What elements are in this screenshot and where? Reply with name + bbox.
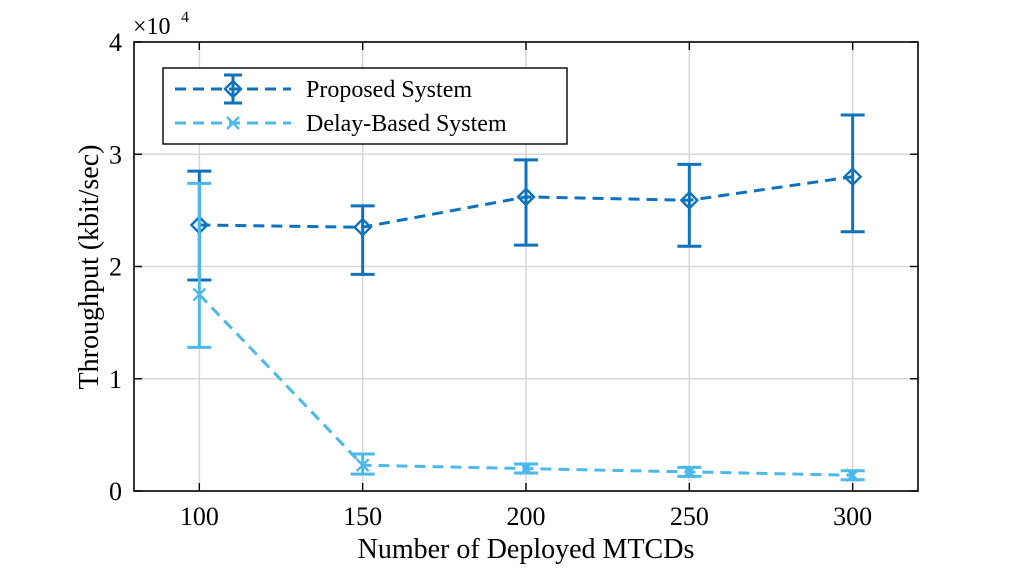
legend-box bbox=[162, 67, 568, 145]
y-tick-label: 3 bbox=[109, 140, 122, 169]
y-multiplier-exponent: 4 bbox=[181, 9, 189, 26]
y-multiplier-base: ×10 bbox=[133, 14, 171, 40]
x-tick-label: 150 bbox=[343, 502, 382, 531]
x-marker bbox=[682, 465, 697, 479]
y-tick-label: 0 bbox=[109, 477, 122, 506]
y-tick-label: 4 bbox=[109, 28, 122, 57]
x-marker-stroke bbox=[682, 465, 697, 479]
x-marker bbox=[519, 461, 533, 476]
x-marker-stroke bbox=[226, 116, 240, 130]
series-line bbox=[199, 175, 853, 229]
axis-ticks: 100 150 200 250 300 0 1 2 3 4 bbox=[109, 28, 918, 531]
x-marker bbox=[192, 287, 207, 302]
x-tick-label: 300 bbox=[833, 502, 872, 531]
x-marker bbox=[355, 458, 370, 473]
x-tick-label: 250 bbox=[670, 502, 709, 531]
x-tick-label: 200 bbox=[507, 502, 546, 531]
error-bar bbox=[187, 181, 212, 349]
diamond-marker bbox=[516, 187, 536, 207]
series-layer bbox=[187, 113, 865, 483]
x-marker-stroke bbox=[355, 458, 370, 473]
legend-label: Proposed System bbox=[306, 77, 472, 103]
y-axis-label: Throughput (kbit/sec) bbox=[74, 145, 105, 390]
y-tick-label: 1 bbox=[109, 365, 122, 394]
legend-entry: Delay-Based System bbox=[175, 111, 507, 137]
diamond-marker bbox=[842, 167, 863, 187]
diamond-marker bbox=[352, 217, 373, 237]
legend-entry: Proposed System bbox=[175, 73, 472, 105]
x-marker bbox=[845, 468, 860, 483]
x-tick-label: 100 bbox=[180, 502, 219, 531]
y-axis-multiplier: ×10 4 bbox=[133, 9, 189, 40]
error-bar bbox=[840, 113, 865, 234]
y-tick-label: 2 bbox=[109, 253, 122, 282]
error-bar bbox=[350, 204, 375, 276]
error-bar bbox=[677, 162, 702, 248]
series-delay-based-system bbox=[187, 181, 865, 483]
x-marker-stroke bbox=[192, 287, 207, 302]
legend-label: Delay-Based System bbox=[306, 111, 507, 137]
x-axis-label: Number of Deployed MTCDs bbox=[358, 534, 695, 565]
legend: Proposed System Delay-Based System bbox=[162, 67, 568, 145]
diamond-marker bbox=[679, 190, 700, 210]
error-bar bbox=[514, 158, 538, 247]
x-marker bbox=[226, 116, 240, 130]
diamond-marker bbox=[223, 79, 243, 99]
x-marker-stroke bbox=[519, 461, 533, 476]
x-marker-stroke bbox=[845, 468, 860, 483]
